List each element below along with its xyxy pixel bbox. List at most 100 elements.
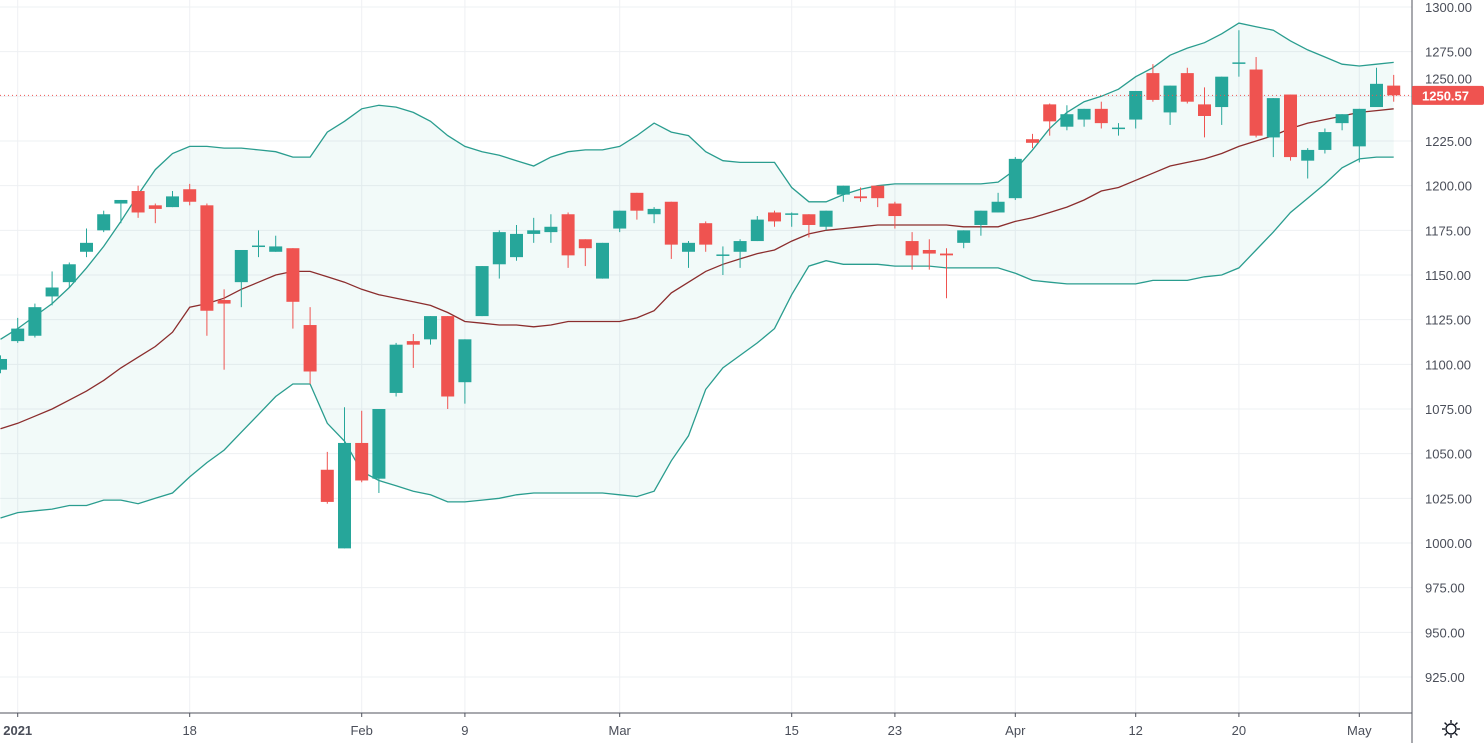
x-tick-label: Mar: [609, 723, 632, 738]
candle: [303, 307, 317, 384]
candle: [647, 207, 661, 224]
x-tick-label: Feb: [350, 723, 372, 738]
candle: [888, 201, 902, 229]
candle: [1249, 57, 1263, 138]
candle: [871, 185, 885, 208]
grid: [0, 0, 1412, 713]
candle-body: [888, 203, 902, 217]
candle: [200, 203, 214, 336]
candle-body: [320, 469, 334, 502]
candle: [475, 266, 489, 317]
candle-body: [1043, 104, 1057, 122]
candle-body: [1232, 62, 1246, 64]
last-price-badge: 1250.57: [1412, 85, 1484, 105]
candle-body: [544, 226, 558, 233]
time-axis[interactable]: 2021 18 Feb 9 Mar 15 23 Apr 12 20 May: [3, 713, 1372, 738]
y-tick-label: 925.00: [1425, 670, 1465, 685]
candle-body: [905, 241, 919, 256]
candle-body: [131, 191, 145, 213]
candle: [716, 246, 730, 276]
y-tick-label: 1075.00: [1425, 402, 1472, 417]
candle-body: [1318, 132, 1332, 150]
candle-body: [372, 409, 386, 479]
candle: [286, 248, 300, 329]
x-tick-label: 15: [784, 723, 798, 738]
candle: [0, 355, 7, 374]
candle-body: [1129, 90, 1143, 120]
candle-body: [682, 242, 695, 252]
candle: [11, 317, 25, 343]
x-tick-label: 9: [461, 723, 468, 738]
candle-body: [991, 201, 1005, 213]
candle: [733, 239, 747, 268]
price-axis[interactable]: 1300.00 1275.00 1250.00 1225.00 1200.00 1175.…: [1425, 0, 1472, 685]
y-tick-label: 1300.00: [1425, 0, 1472, 15]
candle-body: [406, 341, 420, 345]
candle-body: [234, 249, 248, 283]
candle: [338, 407, 351, 549]
candle: [441, 316, 455, 410]
candle-body: [217, 300, 231, 304]
candle: [355, 410, 369, 483]
candle: [1129, 90, 1143, 129]
candle-body: [1060, 114, 1074, 127]
candle: [836, 185, 850, 202]
candle-body: [1335, 114, 1349, 124]
y-tick-label: 975.00: [1425, 581, 1465, 596]
y-tick-label: 950.00: [1425, 625, 1465, 640]
candle: [613, 210, 627, 233]
candle: [1008, 157, 1022, 200]
candle: [630, 192, 644, 220]
candle-body: [1077, 108, 1091, 120]
candle-body: [1249, 69, 1263, 136]
candle-body: [183, 189, 197, 202]
candle-body: [1284, 94, 1297, 158]
y-tick-label: 1175.00: [1425, 223, 1471, 238]
candle-body: [355, 442, 369, 481]
candle-body: [785, 213, 799, 215]
candle-body: [871, 185, 885, 199]
candle: [1284, 94, 1297, 161]
candle: [1266, 98, 1280, 158]
candle-body: [28, 307, 42, 336]
candle: [183, 183, 197, 206]
candle-body: [148, 205, 162, 209]
candle: [802, 214, 816, 238]
gear-icon[interactable]: [1440, 718, 1462, 740]
y-tick-label: 1100.00: [1425, 357, 1471, 372]
lower-band-line: [0, 156, 1394, 519]
candle-body: [45, 287, 59, 297]
candle-body: [974, 210, 988, 225]
candle-body: [1094, 108, 1108, 124]
candle-body: [1301, 149, 1315, 161]
candle: [819, 210, 833, 231]
candle-body: [303, 325, 317, 372]
candle-body: [836, 185, 850, 195]
y-tick-label: 1250.00: [1425, 71, 1472, 86]
candle-body: [1387, 85, 1401, 96]
candles: [0, 30, 1401, 549]
x-tick-label: 12: [1128, 723, 1142, 738]
candle-body: [1112, 127, 1125, 130]
y-tick-label: 1125.00: [1425, 313, 1471, 328]
candle: [166, 191, 179, 208]
candle: [1077, 108, 1091, 127]
candle-body: [1026, 139, 1039, 143]
candle-body: [1266, 98, 1280, 138]
candle-body: [768, 212, 781, 222]
candle: [389, 342, 403, 397]
candle: [80, 228, 93, 258]
candle-body: [733, 241, 747, 252]
candle: [217, 289, 231, 370]
candle-body: [252, 245, 265, 248]
last-price-label: 1250.57: [1422, 88, 1469, 103]
candle-body: [0, 358, 7, 370]
candle-body: [527, 230, 541, 234]
candle-body: [750, 219, 764, 242]
candle: [269, 235, 283, 252]
candle-body: [475, 266, 489, 317]
candle: [424, 316, 437, 345]
candle-body: [1180, 73, 1194, 102]
candle-body: [1215, 76, 1229, 108]
